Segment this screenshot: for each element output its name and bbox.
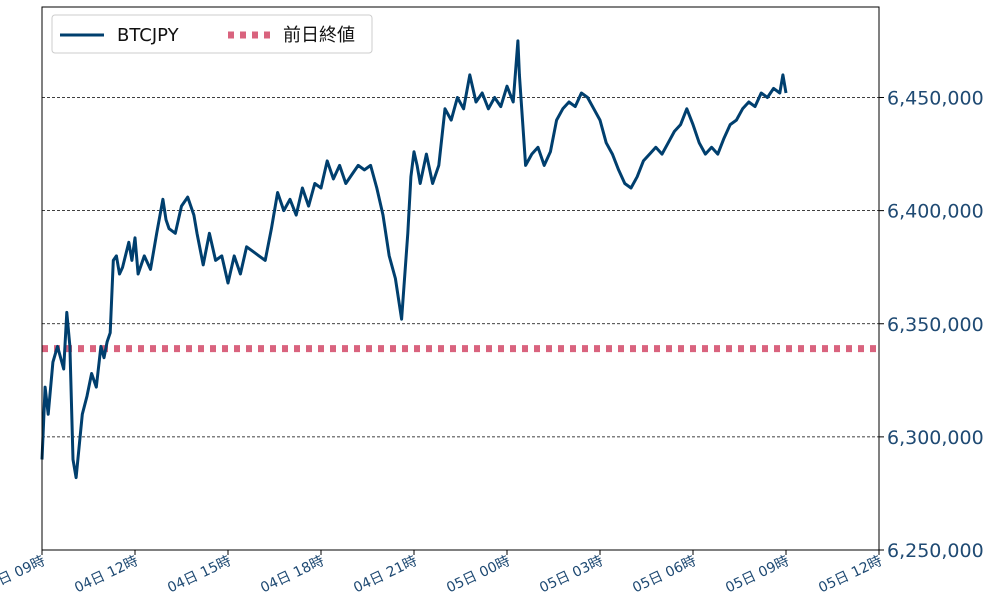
x-tick-label-7: 05日 06時	[630, 553, 698, 596]
x-tick-label-2: 04日 15時	[165, 553, 233, 596]
btcjpy-series	[40, 39, 788, 480]
btcjpy-line	[40, 39, 788, 480]
y-tick-label-1: 6,300,000	[887, 427, 984, 449]
x-tick-label-3: 04日 18時	[258, 553, 326, 596]
x-tick-label-1: 04日 12時	[72, 553, 140, 596]
y-tick-label-0: 6,250,000	[887, 540, 984, 562]
legend-label-btcjpy: BTCJPY	[117, 25, 180, 46]
legend: BTCJPY 前日終値	[51, 14, 373, 54]
y-axis: 6,250,000 6,300,000 6,350,000 6,400,000 6,45…	[879, 88, 984, 562]
legend-box	[51, 14, 373, 54]
x-tick-label-5: 05日 00時	[444, 553, 512, 596]
x-tick-label-0: 04日 09時	[0, 553, 48, 596]
x-tick-label-9: 05日 12時	[816, 553, 884, 596]
grid-lines	[42, 97, 879, 438]
legend-label-prev-close: 前日終値	[283, 25, 355, 46]
x-axis: 04日 09時 04日 12時 04日 15時 04日 18時 04日 21時 05日 0…	[0, 550, 885, 596]
plot-frame	[41, 6, 880, 551]
x-tick-label-4: 04日 21時	[351, 553, 419, 596]
y-tick-label-4: 6,450,000	[887, 88, 984, 110]
y-tick-label-3: 6,400,000	[887, 201, 984, 223]
y-tick-label-2: 6,350,000	[887, 314, 984, 336]
x-tick-label-6: 05日 03時	[537, 553, 605, 596]
x-tick-label-8: 05日 09時	[723, 553, 791, 596]
